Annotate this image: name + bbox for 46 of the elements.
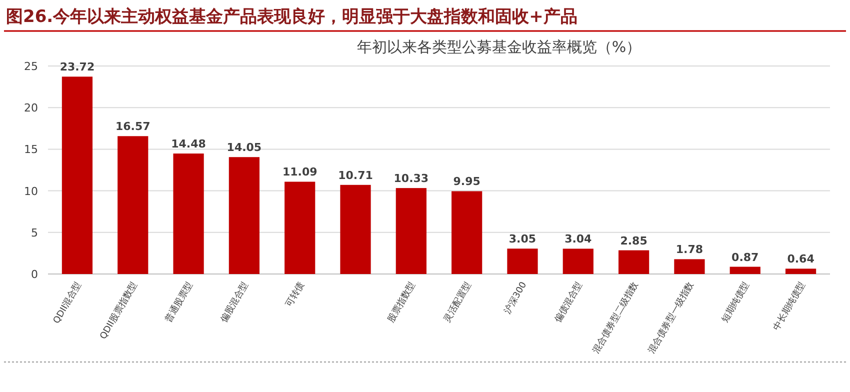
x-tick-label: 短期纯债型: [720, 280, 752, 324]
bar: [118, 136, 148, 274]
y-tick-label: 0: [31, 268, 38, 281]
data-label: 16.57: [115, 120, 150, 134]
y-tick-label: 15: [24, 143, 38, 156]
x-tick-label: 混合债券型二级指数: [590, 280, 640, 356]
data-label: 9.95: [453, 175, 480, 188]
data-label: 14.48: [171, 138, 206, 151]
bar: [284, 182, 316, 274]
x-tick-label: 灵活配置型: [441, 280, 474, 324]
x-tick-label: 偏债混合型: [552, 280, 585, 324]
x-tick-label: 可转债: [283, 280, 306, 309]
x-tick-label: 普通股票型: [163, 280, 196, 324]
bar: [562, 248, 594, 274]
bar: [396, 188, 426, 274]
data-label: 3.05: [508, 232, 536, 246]
y-tick-label: 5: [31, 226, 38, 240]
x-tick-label: 混合债券型一级指数: [646, 280, 696, 356]
data-label: 0.64: [787, 252, 815, 266]
bar: [452, 191, 482, 274]
y-tick-label: 10: [24, 184, 38, 198]
data-label: 3.04: [564, 232, 592, 246]
bar: [62, 76, 93, 274]
data-label: 0.87: [732, 250, 759, 264]
x-tick-label: 偏股混合型: [218, 280, 251, 324]
chart-title: 图26.今年以来主动权益基金产品表现良好，明显强于大盘指数和固收+产品: [6, 7, 578, 27]
data-label: 11.09: [282, 166, 318, 179]
chart-subtitle: 年初以来各类型公募基金收益率概览（%）: [356, 38, 642, 56]
data-label: 23.72: [60, 60, 95, 74]
y-tick-label: 20: [24, 102, 38, 115]
data-label: 10.71: [338, 168, 373, 182]
bar: [340, 184, 371, 274]
bar: [618, 250, 650, 274]
bar: [228, 157, 260, 274]
y-tick-label: 25: [24, 60, 38, 73]
x-tick-label: 股票指数型: [386, 280, 418, 324]
bar: [507, 248, 538, 274]
bar: [785, 268, 816, 274]
x-tick-label: 中长期纯债型: [770, 280, 808, 332]
data-label: 1.78: [676, 243, 704, 256]
data-label: 14.05: [226, 141, 262, 154]
data-label: 2.85: [620, 234, 648, 248]
bar: [674, 259, 705, 274]
bar: [173, 154, 204, 274]
data-label: 10.33: [394, 172, 429, 186]
bar: [730, 266, 760, 274]
